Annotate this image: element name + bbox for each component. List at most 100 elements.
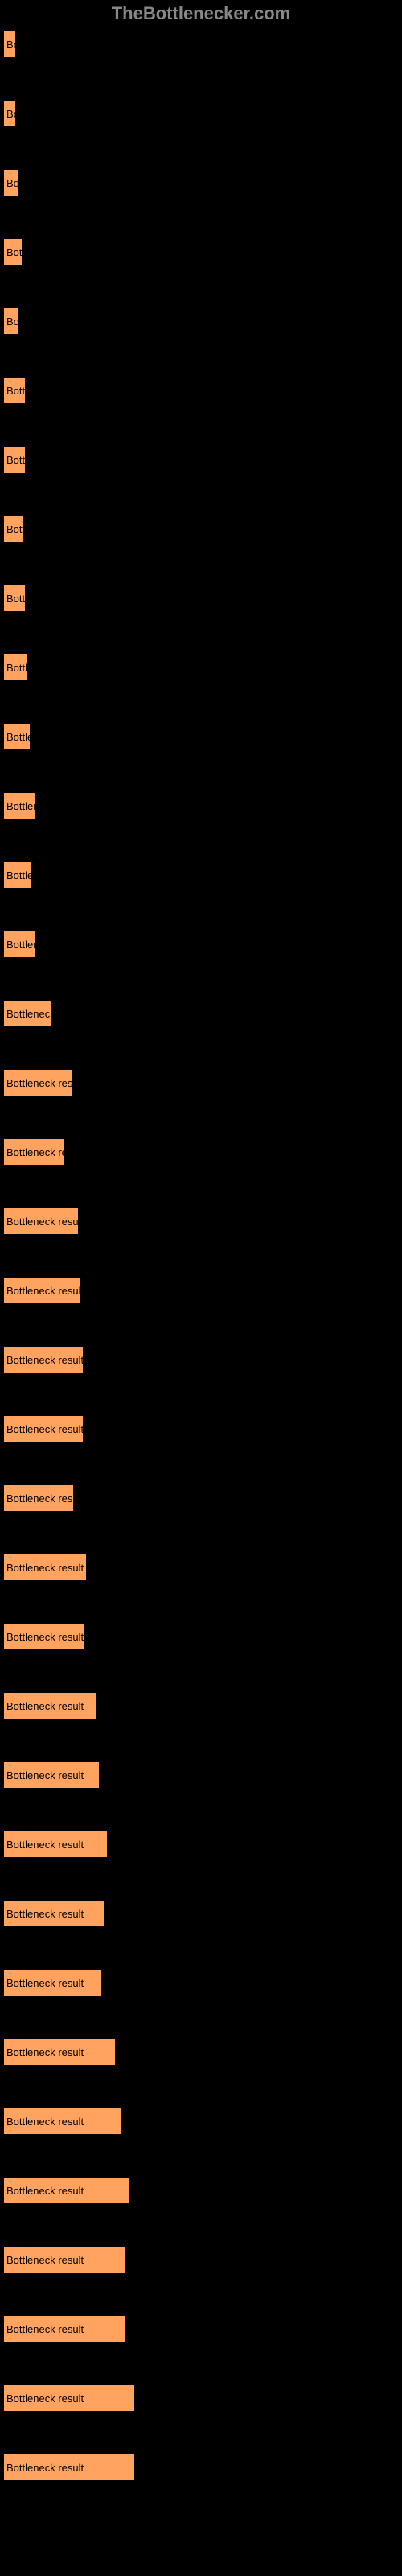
bar: Bottleneck resu xyxy=(3,1484,74,1512)
bar: Bottleneck result xyxy=(3,2246,125,2273)
bar: Bottleneck result xyxy=(3,1623,85,1650)
bar-label: Bottleneck result xyxy=(6,1285,84,1297)
bar-label: Bo xyxy=(6,39,19,51)
bar-row: Bottl xyxy=(3,654,399,681)
bar-row: Bottleneck result xyxy=(3,2384,399,2412)
bar-label: Bottleneck result xyxy=(6,2392,84,2405)
bar: Bott xyxy=(3,515,24,543)
bar-row: Bottleneck result xyxy=(3,1623,399,1650)
bar-label: Bo xyxy=(6,316,19,328)
bar-label: Bottleneck result xyxy=(6,2254,84,2266)
bar-row: Bo xyxy=(3,31,399,58)
bar-label: Bottleneck result xyxy=(6,1562,84,1574)
bar-row: Bottleneck result xyxy=(3,1692,399,1719)
bar-label: Bot xyxy=(6,246,23,258)
bar: Bottle xyxy=(3,861,31,889)
bar-row: Bott xyxy=(3,515,399,543)
bar-label: Bottlen xyxy=(6,939,39,951)
bar-label: Bottleneck result xyxy=(6,1977,84,1989)
bar: Bottleneck result xyxy=(3,1277,80,1304)
bar-row: Bott xyxy=(3,377,399,404)
bar-label: Bottleneck result xyxy=(6,2046,84,2058)
bar-row: Bottlen xyxy=(3,931,399,958)
bar: Bott xyxy=(3,377,26,404)
bar: Bo xyxy=(3,169,18,196)
bar: Bottleneck xyxy=(3,1000,51,1027)
bar: Bottleneck result xyxy=(3,2038,116,2066)
watermark-text: TheBottlenecker.com xyxy=(0,0,402,31)
bar-label: Bottleneck result xyxy=(6,1700,84,1712)
bar: Bottleneck result xyxy=(3,2315,125,2343)
bar-row: Bot xyxy=(3,238,399,266)
bar-row: Bottleneck result xyxy=(3,2315,399,2343)
bar-label: Bottle xyxy=(6,869,33,881)
bar-label: Bottleneck result xyxy=(6,2462,84,2474)
bar-label: Bottlen xyxy=(6,800,39,812)
bar-label: Bottleneck result xyxy=(6,1354,84,1366)
bar-row: Bo xyxy=(3,308,399,335)
bar: Bottleneck result xyxy=(3,1692,96,1719)
bar-row: Bottleneck resu xyxy=(3,1069,399,1096)
bar-label: Bottleneck xyxy=(6,1008,55,1020)
bar: Bottleneck result xyxy=(3,2177,130,2204)
bar-label: Bottleneck result xyxy=(6,2185,84,2197)
bar: Bo xyxy=(3,31,16,58)
bar-row: Bottle xyxy=(3,861,399,889)
bar-label: Bottl xyxy=(6,662,27,674)
bar-label: Bottleneck result xyxy=(6,1423,84,1435)
bar: Bottleneck result xyxy=(3,1208,79,1235)
bar-row: Bottleneck result xyxy=(3,1900,399,1927)
bar-row: Bottleneck resu xyxy=(3,1484,399,1512)
bar-row: Bottleneck result xyxy=(3,2177,399,2204)
bar: Bott xyxy=(3,584,26,612)
bar-row: Bott xyxy=(3,584,399,612)
bar-row: Bo xyxy=(3,100,399,127)
bar: Bottlen xyxy=(3,931,35,958)
bar: Bottleneck re xyxy=(3,1138,64,1166)
bar-label: Bott xyxy=(6,454,25,466)
bar: Bottleneck result xyxy=(3,1761,100,1789)
bar-row: Bottleneck result xyxy=(3,1761,399,1789)
bar-label: Bottleneck result xyxy=(6,1769,84,1781)
bar: Bottle xyxy=(3,723,31,750)
bar-label: Bottleneck result xyxy=(6,2323,84,2335)
bar-label: Bottleneck resu xyxy=(6,1077,79,1089)
bar-row: Bott xyxy=(3,446,399,473)
bar-row: Bottleneck result xyxy=(3,1208,399,1235)
bar: Bo xyxy=(3,100,16,127)
bar-label: Bott xyxy=(6,385,25,397)
bar: Bot xyxy=(3,238,23,266)
bar-label: Bottleneck result xyxy=(6,1216,84,1228)
bar-label: Bottleneck resu xyxy=(6,1492,79,1505)
bar: Bottleneck result xyxy=(3,2107,122,2135)
bar-row: Bo xyxy=(3,169,399,196)
bar: Bottleneck resu xyxy=(3,1069,72,1096)
bar-row: Bottleneck result xyxy=(3,2454,399,2481)
bar-label: Bottleneck result xyxy=(6,1631,84,1643)
bar-row: Bottleneck result xyxy=(3,2246,399,2273)
bar-row: Bottleneck result xyxy=(3,1554,399,1581)
bar-row: Bottleneck xyxy=(3,1000,399,1027)
bar-label: Bott xyxy=(6,523,25,535)
bar-row: Bottleneck result xyxy=(3,1346,399,1373)
bar: Bottleneck result xyxy=(3,1415,84,1443)
bar-row: Bottleneck result xyxy=(3,2107,399,2135)
bar-row: Bottleneck result xyxy=(3,1277,399,1304)
bar: Bottl xyxy=(3,654,27,681)
bar: Bottleneck result xyxy=(3,1969,101,1996)
bar-row: Bottleneck result xyxy=(3,1831,399,1858)
bar-row: Bottleneck re xyxy=(3,1138,399,1166)
bar-row: Bottle xyxy=(3,723,399,750)
bar: Bottleneck result xyxy=(3,1900,105,1927)
bar: Bottleneck result xyxy=(3,2384,135,2412)
bar-label: Bottleneck result xyxy=(6,1908,84,1920)
bar-row: Bottleneck result xyxy=(3,2038,399,2066)
bar-label: Bo xyxy=(6,108,19,120)
bar-label: Bottleneck result xyxy=(6,2116,84,2128)
bar-row: Bottleneck result xyxy=(3,1969,399,1996)
bar-label: Bottleneck re xyxy=(6,1146,68,1158)
bar-label: Bottleneck result xyxy=(6,1839,84,1851)
bar: Bottleneck result xyxy=(3,2454,135,2481)
bar: Bo xyxy=(3,308,18,335)
bar: Bottleneck result xyxy=(3,1554,87,1581)
